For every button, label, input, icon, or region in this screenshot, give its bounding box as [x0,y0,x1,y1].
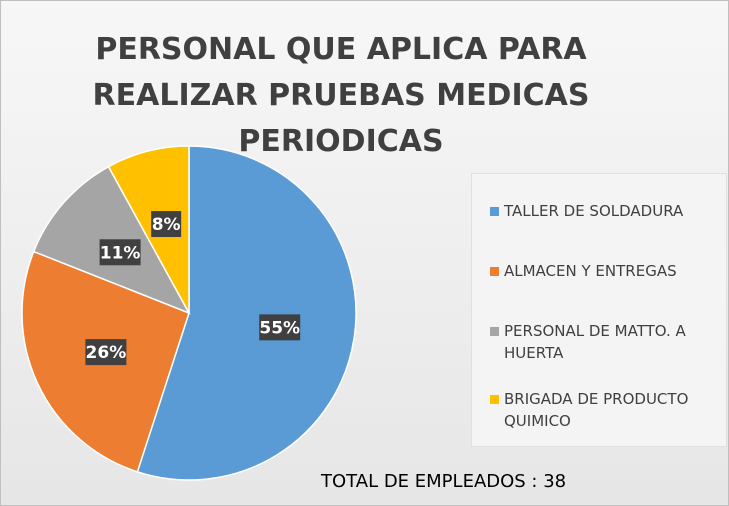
legend-label: ALMACEN Y ENTREGAS [504,262,677,280]
pie-slice [107,145,190,314]
data-label-box [85,339,127,366]
legend-swatch [490,327,499,336]
data-label-box [151,211,182,238]
data-label-text: 8% [152,215,181,235]
legend-swatch [490,395,499,404]
legend-swatch [490,207,499,216]
chart-title: PERSONAL QUE APLICA PARA REALIZAR PRUEBA… [92,32,590,159]
data-label-text: 55% [259,318,300,338]
data-label-box [259,314,301,341]
legend-label: PERSONAL DE MATTO. A HUERTA [504,322,686,362]
legend-item: PERSONAL DE MATTO. A HUERTA [490,320,728,364]
data-label: 11% [99,239,141,266]
annotation: TOTAL DE EMPLEADOS : 38 [321,471,567,492]
legend-swatch [490,267,499,276]
data-label: 8% [151,211,182,238]
data-label-text: 11% [100,243,141,263]
legend-label: BRIGADA DE PRODUCTO QUIMICO [504,390,689,430]
data-label-box [99,239,141,266]
legend: TALLER DE SOLDADURA ALMACEN Y ENTREGAS PER… [471,173,727,447]
data-label: 26% [85,339,127,366]
legend-item: BRIGADA DE PRODUCTO QUIMICO [490,388,728,432]
pie-slice [136,145,357,481]
legend-item: TALLER DE SOLDADURA [490,200,728,222]
legend-label: TALLER DE SOLDADURA [504,202,684,220]
legend-item: ALMACEN Y ENTREGAS [490,260,728,282]
data-label: 55% [259,314,301,341]
data-label-text: 26% [86,343,127,363]
